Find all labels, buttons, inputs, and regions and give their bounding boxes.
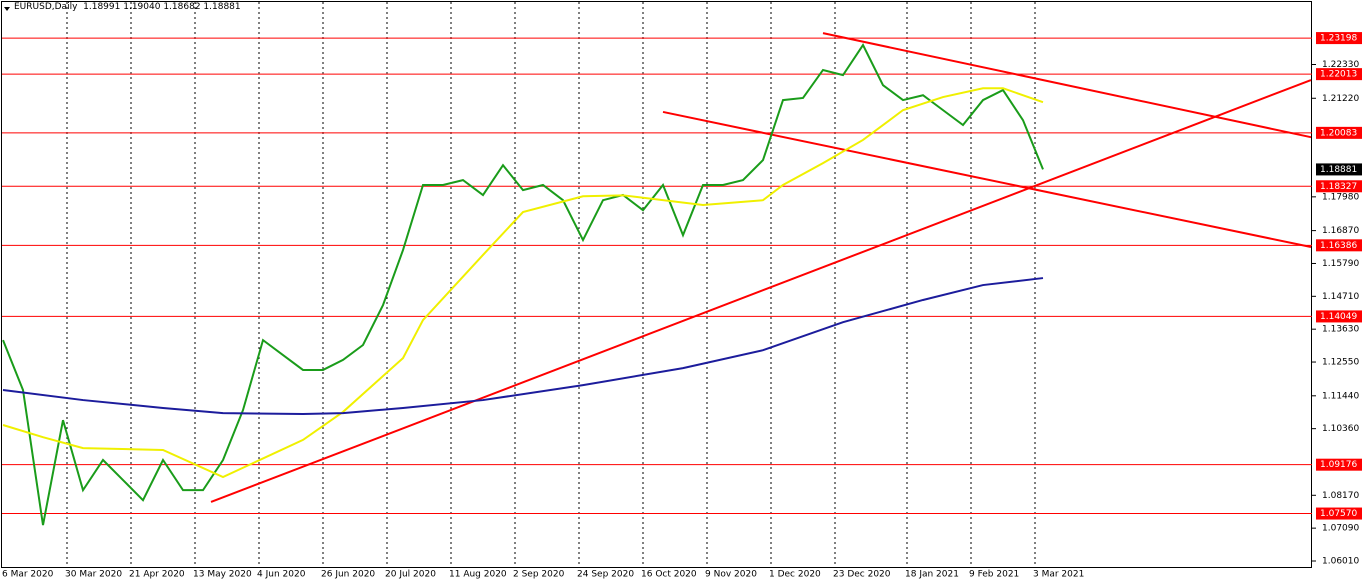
chart-header: EURUSD,Daily 1.18991 1.19040 1.18682 1.1… <box>14 2 241 12</box>
y-tick-label: 1.10360 <box>1322 424 1359 434</box>
x-tick-label: 9 Nov 2020 <box>705 570 757 580</box>
level-label: 1.22013 <box>1320 70 1357 80</box>
high: 1.19040 <box>123 2 161 12</box>
y-tick-label: 1.06010 <box>1322 557 1359 567</box>
y-tick-label: 1.17980 <box>1322 192 1359 202</box>
y-tick-label: 1.14710 <box>1322 292 1359 302</box>
level-label: 1.20083 <box>1320 128 1357 138</box>
x-tick-label: 11 Aug 2020 <box>449 570 507 580</box>
trendline <box>822 32 1312 139</box>
level-label-box <box>1316 180 1362 193</box>
y-tick-label: 1.21220 <box>1322 94 1359 104</box>
x-tick-label: 21 Apr 2020 <box>129 570 185 580</box>
level-label: 1.16386 <box>1320 241 1357 251</box>
level-label-box <box>1316 458 1362 471</box>
x-tick-label: 16 Oct 2020 <box>641 570 697 580</box>
level-label-box <box>1316 68 1362 81</box>
y-tick-label: 1.15790 <box>1322 259 1359 269</box>
symbol: EURUSD,Daily <box>14 2 78 12</box>
plot-border <box>1 1 1312 568</box>
x-tick-label: 3 Mar 2021 <box>1033 570 1084 580</box>
y-tick-label: 1.13630 <box>1322 325 1359 335</box>
close: 1.18881 <box>203 2 241 12</box>
y-tick-label: 1.22330 <box>1322 60 1359 70</box>
x-tick-label: 20 Jul 2020 <box>385 570 436 580</box>
y-tick-label: 1.08170 <box>1322 491 1359 501</box>
collapse-arrow[interactable] <box>4 7 10 11</box>
series-line <box>2 87 1044 479</box>
x-tick-label: 1 Dec 2020 <box>769 570 821 580</box>
y-tick-label: 1.12550 <box>1322 358 1359 368</box>
level-label-box <box>1316 239 1362 252</box>
level-label: 1.14049 <box>1320 312 1357 322</box>
x-tick-label: 26 Jun 2020 <box>321 570 375 580</box>
x-tick-label: 6 Mar 2020 <box>2 570 54 580</box>
x-tick-label: 2 Sep 2020 <box>513 570 565 580</box>
level-label-box <box>1316 32 1362 45</box>
x-tick-label: 9 Feb 2021 <box>969 570 1019 580</box>
open: 1.18991 <box>83 2 121 12</box>
series-line <box>2 277 1044 416</box>
last-price-label: 1.18881 <box>1320 165 1357 175</box>
x-tick-label: 18 Jan 2021 <box>905 570 959 580</box>
y-tick-label: 1.16870 <box>1322 226 1359 236</box>
x-tick-label: 13 May 2020 <box>193 570 252 580</box>
level-label: 1.09176 <box>1320 460 1357 470</box>
low: 1.18682 <box>163 2 201 12</box>
y-tick-label: 1.07090 <box>1322 524 1359 534</box>
trendline <box>210 79 1312 503</box>
x-tick-label: 30 Mar 2020 <box>65 570 122 580</box>
x-tick-label: 4 Jun 2020 <box>257 570 306 580</box>
level-label-box <box>1316 507 1362 520</box>
level-label: 1.18327 <box>1320 182 1357 192</box>
series-line <box>2 43 1044 526</box>
level-label: 1.23198 <box>1320 34 1357 44</box>
y-tick-label: 1.11440 <box>1322 391 1359 401</box>
last-price-box <box>1316 163 1362 176</box>
x-tick-label: 23 Dec 2020 <box>833 570 891 580</box>
x-tick-label: 24 Sep 2020 <box>577 570 634 580</box>
level-label-box <box>1316 310 1362 323</box>
level-label: 1.07570 <box>1320 509 1357 519</box>
level-label-box <box>1316 126 1362 139</box>
